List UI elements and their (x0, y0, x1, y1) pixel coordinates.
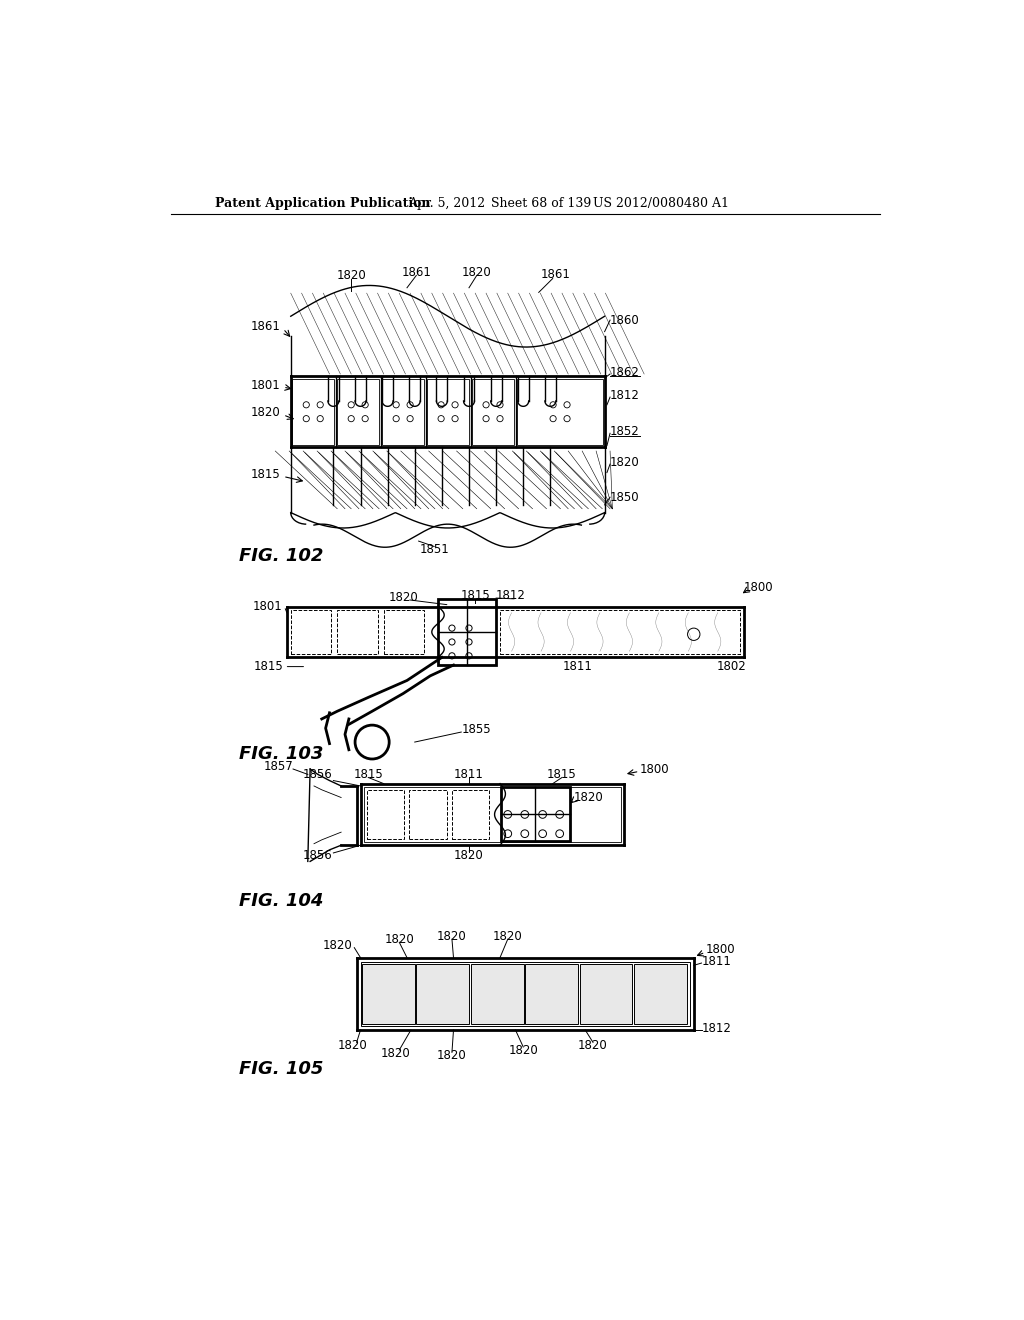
Text: 1860: 1860 (610, 314, 640, 326)
Bar (337, 610, 378, 653)
Text: 1820: 1820 (610, 455, 640, 469)
Text: 1820: 1820 (338, 1039, 368, 1052)
Text: 1857: 1857 (263, 760, 293, 774)
Bar (427, 379, 469, 445)
Text: 1820: 1820 (437, 929, 467, 942)
Bar (438, 599, 496, 665)
Bar (525, 964, 578, 1024)
Text: 1855: 1855 (461, 723, 490, 737)
Text: 1811: 1811 (701, 954, 731, 968)
Text: 1811: 1811 (454, 768, 484, 781)
Bar (472, 379, 514, 445)
Text: 1801: 1801 (251, 379, 281, 392)
Text: 1852: 1852 (610, 425, 640, 438)
Text: 1800: 1800 (640, 763, 669, 776)
Text: 1850: 1850 (610, 491, 640, 504)
Bar (500, 610, 740, 655)
Text: 1820: 1820 (381, 1047, 411, 1060)
Text: FIG. 104: FIG. 104 (239, 892, 324, 911)
Bar (360, 961, 690, 1026)
Text: US 2012/0080480 A1: US 2012/0080480 A1 (593, 197, 729, 210)
Text: FIG. 105: FIG. 105 (239, 1060, 324, 1078)
Bar (452, 789, 489, 840)
Bar (471, 964, 523, 1024)
Text: 1820: 1820 (579, 1039, 608, 1052)
Text: 1861: 1861 (401, 265, 431, 279)
Text: 1812: 1812 (701, 1022, 731, 1035)
Text: 1820: 1820 (336, 269, 366, 282)
Bar (362, 964, 415, 1024)
Circle shape (355, 725, 389, 759)
Text: 1815: 1815 (547, 768, 577, 781)
Text: Sheet 68 of 139: Sheet 68 of 139 (490, 197, 591, 210)
Bar (337, 379, 379, 445)
Text: 1801: 1801 (253, 601, 283, 612)
Text: 1862: 1862 (610, 366, 640, 379)
Text: 1812: 1812 (496, 589, 526, 602)
Text: FIG. 102: FIG. 102 (239, 548, 324, 565)
Text: 1820: 1820 (493, 929, 522, 942)
Bar (382, 379, 424, 445)
Bar (364, 787, 621, 842)
Text: FIG. 103: FIG. 103 (239, 744, 324, 763)
Text: 1861: 1861 (251, 319, 281, 333)
Text: 1815: 1815 (253, 660, 283, 673)
Text: 1800: 1800 (744, 581, 774, 594)
Bar (410, 789, 446, 840)
Bar (580, 964, 633, 1024)
Text: Apr. 5, 2012: Apr. 5, 2012 (409, 197, 485, 210)
Text: 1812: 1812 (610, 389, 640, 403)
Text: 1800: 1800 (706, 944, 735, 957)
Text: 1856: 1856 (302, 768, 332, 781)
Text: 1815: 1815 (353, 768, 383, 781)
Text: Patent Application Publication: Patent Application Publication (215, 197, 430, 210)
Bar (517, 379, 603, 445)
Bar (501, 788, 569, 841)
Text: 1820: 1820 (437, 1049, 467, 1063)
Text: 1820: 1820 (251, 407, 281, 418)
Text: 1820: 1820 (573, 791, 603, 804)
Text: 1815: 1815 (461, 589, 490, 602)
Text: 1861: 1861 (541, 268, 571, 281)
Bar (417, 964, 469, 1024)
Text: 1815: 1815 (251, 467, 281, 480)
Bar (291, 610, 331, 653)
Text: 1820: 1820 (454, 849, 484, 862)
Text: 1820: 1820 (384, 933, 414, 945)
Text: 1820: 1820 (462, 265, 492, 279)
Bar (292, 379, 334, 445)
Text: 1802: 1802 (717, 660, 746, 673)
Text: 1820: 1820 (388, 591, 418, 603)
Bar (367, 789, 403, 840)
Text: 1851: 1851 (419, 543, 449, 556)
Text: 1820: 1820 (323, 939, 352, 952)
Bar (384, 610, 424, 653)
Text: 1856: 1856 (302, 849, 332, 862)
Text: 1811: 1811 (562, 660, 593, 673)
Text: 1820: 1820 (508, 1044, 539, 1056)
Bar (634, 964, 687, 1024)
